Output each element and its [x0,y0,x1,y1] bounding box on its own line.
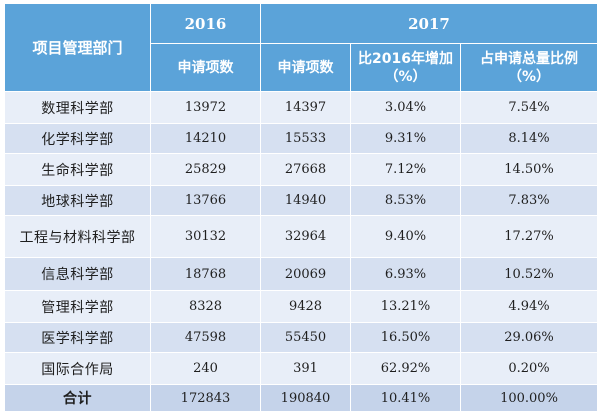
dept-cell: 国际合作局 [4,352,151,385]
total-share-cell: 100.00% [460,384,598,412]
count-2017-cell: 55450 [260,322,351,353]
share-cell: 14.50% [460,153,598,186]
total-row: 合计 172843 190840 10.41% 100.00% [4,384,598,412]
share-cell: 4.94% [460,290,598,323]
increase-cell: 62.92% [350,352,461,385]
dept-cell: 管理科学部 [4,290,151,323]
table-row: 生命科学部 25829 27668 7.12% 14.50% [4,153,598,186]
year-2017-header: 2017 [260,3,598,44]
table-row: 国际合作局 240 391 62.92% 0.20% [4,352,598,385]
count-2016-header: 申请项数 [150,43,261,92]
dept-column-header: 项目管理部门 [4,3,151,92]
increase-header-line2: （%） [384,68,427,85]
share-header-line2: （%） [507,68,551,85]
dept-cell: 化学科学部 [4,123,151,154]
table-row: 管理科学部 8328 9428 13.21% 4.94% [4,290,598,323]
total-increase-cell: 10.41% [350,384,461,412]
count-2016-cell: 8328 [150,290,261,323]
applications-table: 项目管理部门 2016 2017 申请项数 申请项数 比2016年增加 （%） … [4,3,598,412]
share-cell: 17.27% [460,215,598,258]
dept-cell: 生命科学部 [4,153,151,186]
increase-cell: 13.21% [350,290,461,323]
count-2016-cell: 25829 [150,153,261,186]
table-row: 地球科学部 13766 14940 8.53% 7.83% [4,185,598,216]
share-cell: 0.20% [460,352,598,385]
count-2016-cell: 30132 [150,215,261,258]
table-row: 医学科学部 47598 55450 16.50% 29.06% [4,322,598,353]
count-2017-header: 申请项数 [260,43,351,92]
share-header: 占申请总量比例 （%） [460,43,598,92]
dept-cell: 数理科学部 [4,91,151,124]
share-cell: 7.54% [460,91,598,124]
count-2017-cell: 32964 [260,215,351,258]
table-row: 信息科学部 18768 20069 6.93% 10.52% [4,257,598,291]
count-2017-cell: 27668 [260,153,351,186]
count-2017-cell: 15533 [260,123,351,154]
increase-header-line1: 比2016年增加 [358,50,453,67]
table-row: 化学科学部 14210 15533 9.31% 8.14% [4,123,598,154]
dept-cell: 医学科学部 [4,322,151,353]
count-2017-cell: 14940 [260,185,351,216]
count-2017-cell: 9428 [260,290,351,323]
total-2016-cell: 172843 [150,384,261,412]
share-cell: 29.06% [460,322,598,353]
total-2017-cell: 190840 [260,384,351,412]
total-label-cell: 合计 [4,384,151,412]
dept-cell: 地球科学部 [4,185,151,216]
share-cell: 8.14% [460,123,598,154]
increase-cell: 7.12% [350,153,461,186]
increase-cell: 3.04% [350,91,461,124]
increase-header: 比2016年增加 （%） [350,43,461,92]
increase-cell: 8.53% [350,185,461,216]
count-2016-cell: 13972 [150,91,261,124]
count-2017-cell: 14397 [260,91,351,124]
dept-cell: 信息科学部 [4,257,151,291]
year-2016-header: 2016 [150,3,261,44]
count-2016-cell: 240 [150,352,261,385]
increase-cell: 6.93% [350,257,461,291]
increase-cell: 9.40% [350,215,461,258]
count-2017-cell: 391 [260,352,351,385]
share-cell: 10.52% [460,257,598,291]
share-header-line1: 占申请总量比例 [480,50,578,67]
increase-cell: 9.31% [350,123,461,154]
increase-cell: 16.50% [350,322,461,353]
count-2016-cell: 47598 [150,322,261,353]
dept-cell: 工程与材料科学部 [4,215,151,258]
count-2016-cell: 14210 [150,123,261,154]
count-2017-cell: 20069 [260,257,351,291]
share-cell: 7.83% [460,185,598,216]
count-2016-cell: 18768 [150,257,261,291]
count-2016-cell: 13766 [150,185,261,216]
table-row: 数理科学部 13972 14397 3.04% 7.54% [4,91,598,124]
table-row: 工程与材料科学部 30132 32964 9.40% 17.27% [4,215,598,258]
